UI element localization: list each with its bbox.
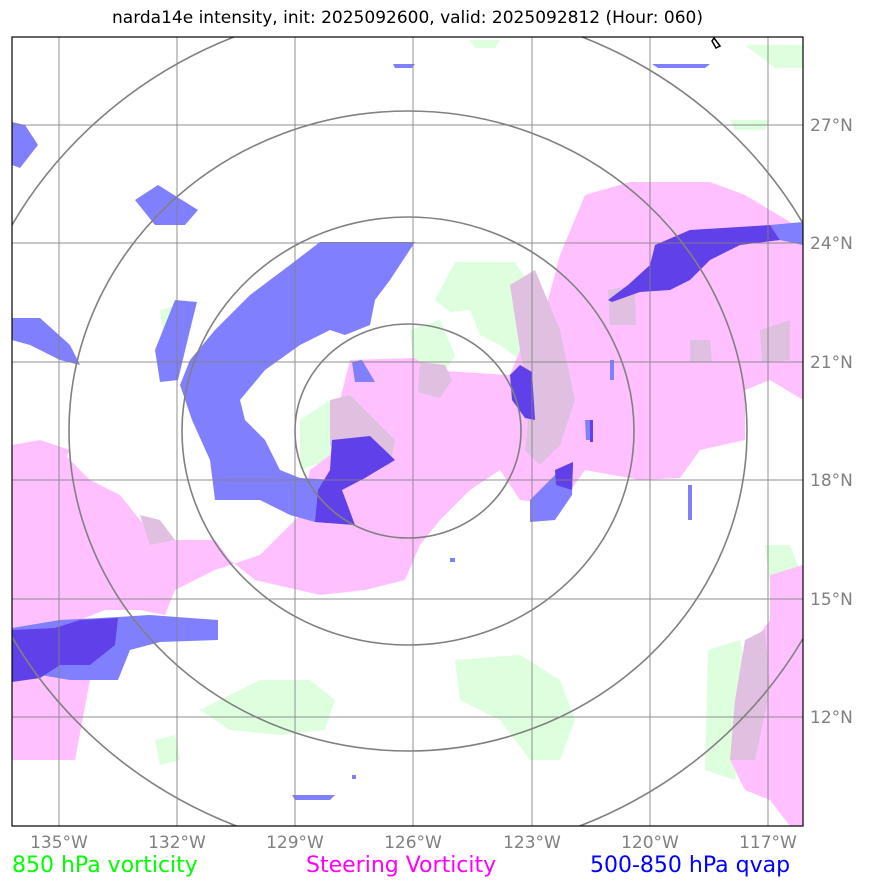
lon-label: 132°W [148, 833, 206, 853]
lon-label: 117°W [739, 833, 797, 853]
legend-steering-vorticity: Steering Vorticity [306, 853, 497, 878]
qvap-steering-overlap [12, 225, 780, 682]
lat-label: 18°N [810, 471, 853, 491]
lon-label: 120°W [621, 833, 679, 853]
lat-label: 12°N [810, 708, 853, 728]
map-title: narda14e intensity, init: 2025092600, va… [112, 8, 703, 28]
range-ring-1 [294, 323, 522, 539]
longitude-labels: 135°W 132°W 129°W 126°W 123°W 120°W 117°… [30, 833, 797, 853]
coastline [711, 37, 722, 49]
map-frame [11, 36, 804, 827]
legend-qvap: 500-850 hPa qvap [590, 853, 791, 878]
lat-label: 27°N [810, 116, 853, 136]
lat-label: 24°N [810, 234, 853, 254]
range-ring-3 [68, 110, 748, 752]
lat-label: 21°N [810, 353, 853, 373]
lon-label: 135°W [30, 833, 88, 853]
latitude-labels: 27°N 24°N 21°N 18°N 15°N 12°N [810, 116, 853, 728]
lon-label: 126°W [384, 833, 442, 853]
lat-label: 15°N [810, 590, 853, 610]
legend-850-vorticity: 850 hPa vorticity [12, 853, 198, 878]
range-rings [12, 37, 803, 826]
range-ring-2 [181, 216, 635, 646]
lon-label: 123°W [503, 833, 561, 853]
lon-label: 129°W [266, 833, 324, 853]
